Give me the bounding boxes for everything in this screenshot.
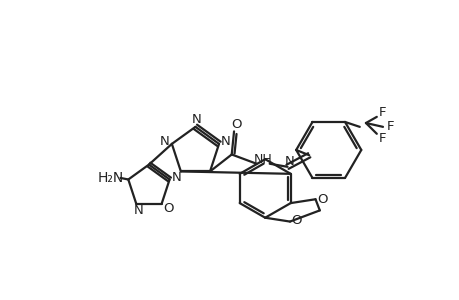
Text: F: F (378, 106, 386, 119)
Text: N: N (191, 113, 201, 126)
Text: NH: NH (253, 153, 272, 166)
Text: N: N (285, 155, 294, 168)
Text: H₂N: H₂N (97, 171, 123, 185)
Text: N: N (171, 171, 181, 184)
Text: N: N (221, 135, 230, 148)
Text: N: N (134, 204, 143, 217)
Text: O: O (163, 202, 174, 215)
Text: F: F (378, 132, 386, 145)
Text: O: O (230, 118, 241, 131)
Text: N: N (160, 135, 169, 148)
Text: O: O (317, 193, 327, 206)
Text: F: F (386, 120, 394, 134)
Text: O: O (291, 214, 302, 227)
